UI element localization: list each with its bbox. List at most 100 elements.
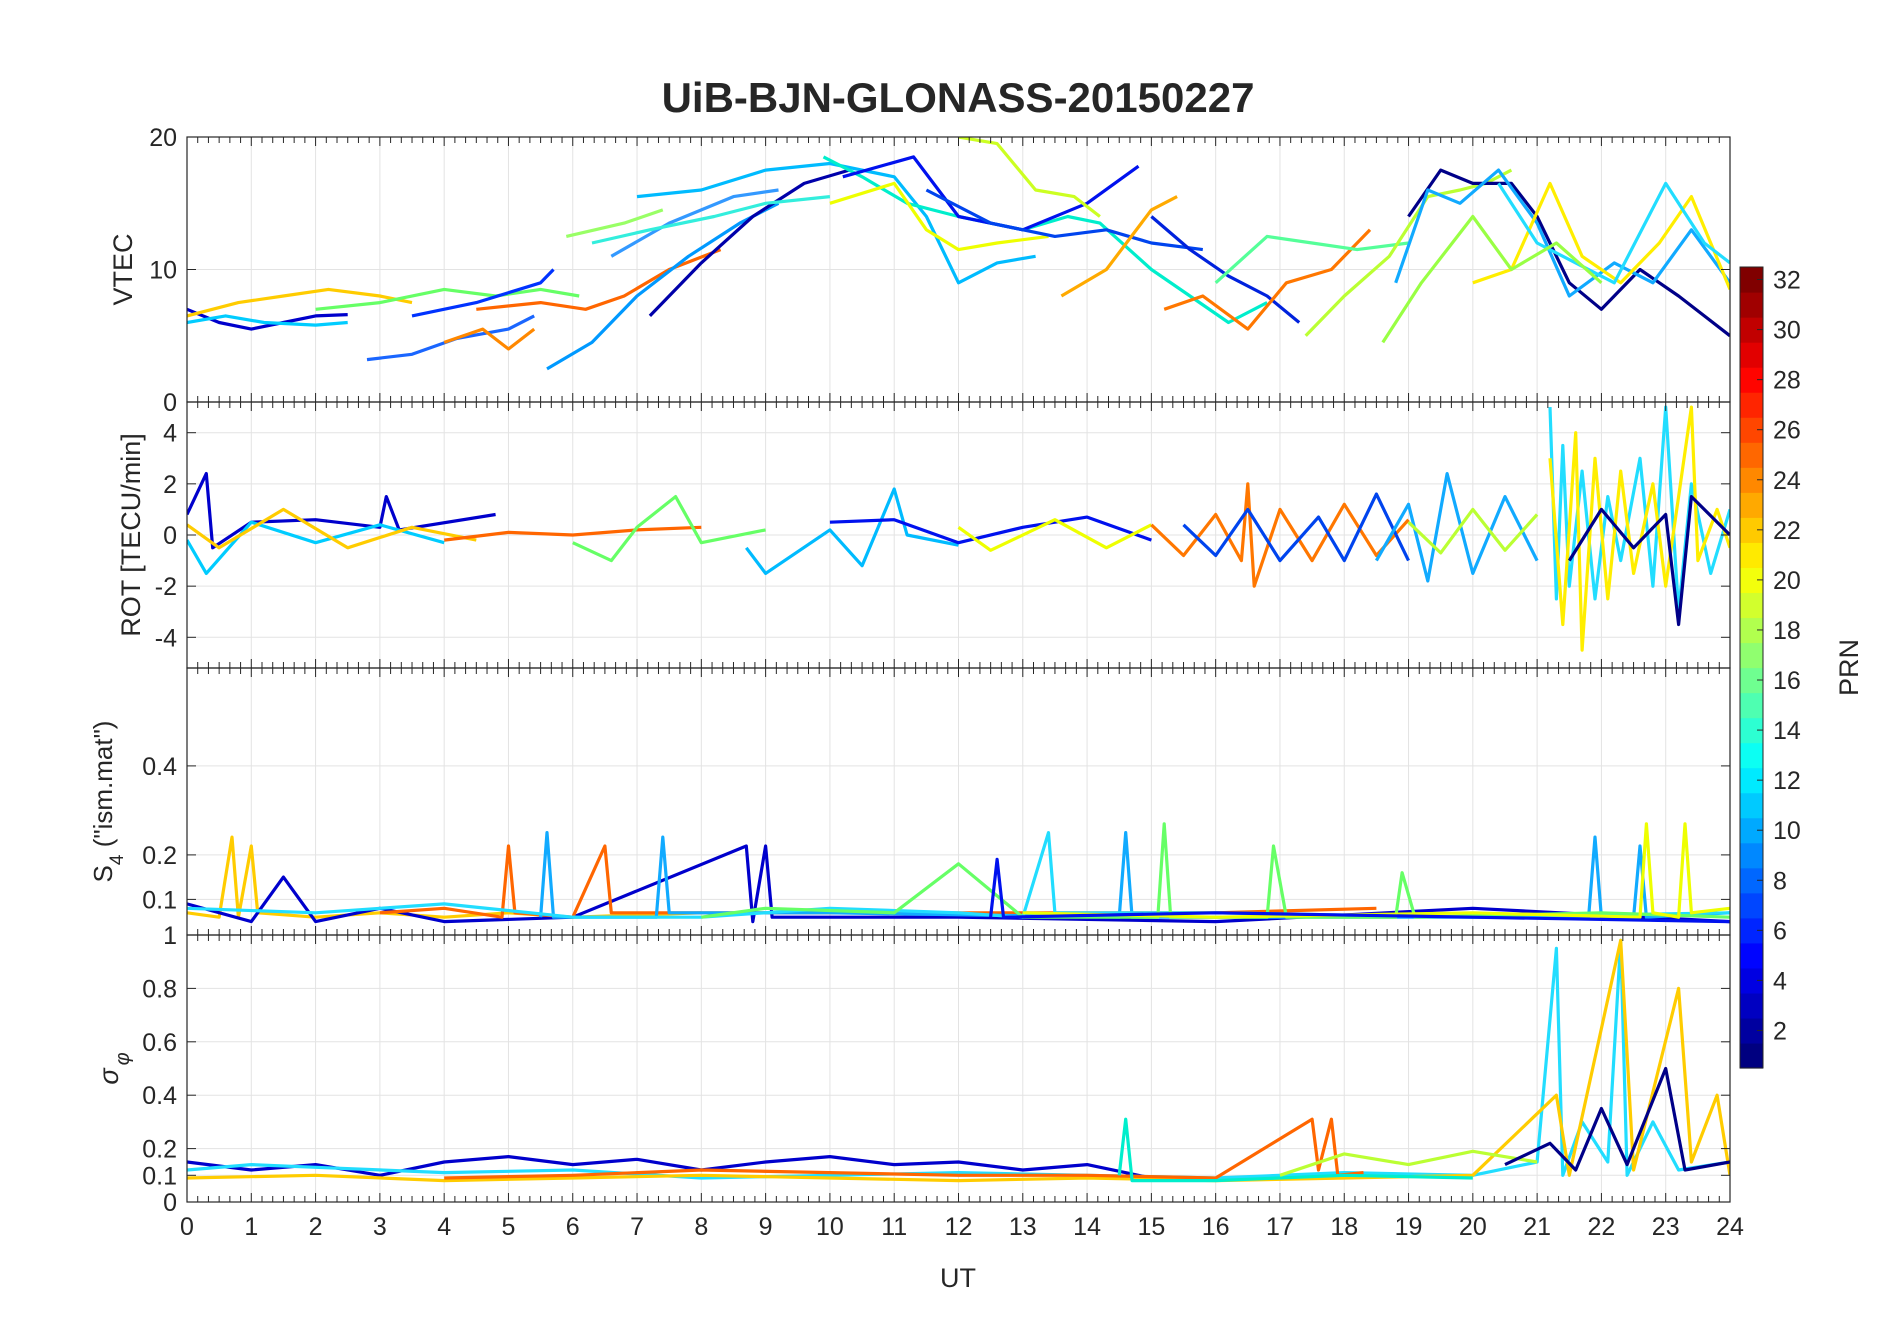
colorbar-segment — [1740, 842, 1763, 869]
x-tick-label: 20 — [1459, 1213, 1487, 1241]
colorbar-tick-label: 10 — [1773, 817, 1801, 845]
colorbar-tick-label: 24 — [1773, 467, 1801, 495]
x-tick-label: 23 — [1652, 1213, 1680, 1241]
x-tick-label: 24 — [1716, 1213, 1744, 1241]
colorbar-segment — [1740, 417, 1763, 443]
x-tick-label: 15 — [1137, 1213, 1165, 1241]
y-tick-label: 1 — [163, 922, 177, 950]
y-axis-label-part: σ — [94, 1067, 124, 1085]
y-tick-label: 0.1 — [142, 1162, 177, 1190]
x-ticks-vtec — [186, 137, 1731, 402]
colorbar-segment — [1740, 467, 1763, 493]
x-tick-label: 12 — [945, 1213, 973, 1241]
colorbar-tick-label: 26 — [1773, 417, 1801, 445]
series-line-prn-18 — [1407, 507, 1539, 555]
series-line-prn-12 — [187, 938, 1730, 1180]
colorbar-segment — [1740, 517, 1763, 543]
y-tick-label: -4 — [155, 624, 177, 652]
series-line-prn-24 — [444, 1117, 1364, 1180]
series-line-prn-4 — [829, 515, 1152, 545]
colorbar-segment — [1740, 317, 1763, 343]
series-line-prn-14 — [1117, 1117, 1473, 1183]
series-line-prn-7 — [1182, 492, 1410, 563]
series-line-prn-1 — [1567, 495, 1730, 627]
x-ticks-rot — [186, 402, 1731, 668]
panel-vtec: 0 10 20 VTEC — [108, 124, 1731, 417]
y-tick-label: 0.8 — [142, 975, 177, 1003]
x-tick-label: 10 — [816, 1213, 844, 1241]
series-line-prn-24 — [444, 525, 702, 542]
x-tick-label: 11 — [881, 1213, 907, 1241]
colorbar-segment — [1740, 542, 1763, 568]
colorbar-segment — [1740, 1042, 1763, 1069]
chart-title: UiB-BJN-GLONASS-20150227 — [662, 74, 1255, 121]
colorbar-segment — [1740, 942, 1763, 969]
colorbar-segment — [1740, 292, 1763, 318]
x-tick-label: 13 — [1009, 1213, 1037, 1241]
y-tick-label: 10 — [149, 257, 177, 285]
series-line-prn-12 — [187, 314, 348, 327]
y-axis-label-part: φ — [112, 1052, 134, 1065]
x-tick-label: 18 — [1330, 1213, 1358, 1241]
colorbar-tick-label: 28 — [1773, 367, 1801, 395]
y-axis-label-part: 4 — [107, 854, 128, 865]
x-tick-label: 3 — [373, 1213, 387, 1241]
series-line-prn-2 — [648, 168, 850, 318]
colorbar-tick-label: 4 — [1773, 967, 1787, 995]
colorbar-segment — [1740, 767, 1763, 794]
series-line-prn-13 — [591, 195, 831, 245]
y-tick-label: 0 — [163, 1189, 177, 1217]
series-group-vtec — [187, 137, 1730, 371]
y-tick-label: 0.1 — [142, 886, 177, 914]
colorbar-segment — [1740, 717, 1763, 744]
colorbar-segment — [1740, 867, 1763, 894]
series-line-prn-6 — [1150, 215, 1301, 324]
x-tick-label: 16 — [1202, 1213, 1230, 1241]
x-tick-label: 17 — [1266, 1213, 1294, 1241]
series-group-rot — [187, 405, 1730, 652]
series-line-prn-16 — [315, 287, 580, 311]
y-tick-label: -2 — [155, 573, 177, 601]
grid-s4 — [186, 668, 1731, 935]
colorbar-tick-label: 22 — [1773, 517, 1801, 545]
x-tick-label: 22 — [1588, 1213, 1616, 1241]
series-line-prn-25 — [1163, 228, 1372, 331]
y-axis-label-sigma_phi: σφ — [94, 1052, 134, 1084]
colorbar-segment — [1740, 442, 1763, 468]
y-tick-label: 4 — [163, 420, 177, 448]
series-line-prn-10 — [539, 830, 1730, 919]
x-tick-label: 7 — [630, 1213, 644, 1241]
y-tick-label: 0.6 — [142, 1029, 177, 1057]
colorbar-segment — [1740, 642, 1763, 669]
x-tick-label: 4 — [437, 1213, 451, 1241]
x-tick-label: 9 — [759, 1213, 773, 1241]
series-line-prn-12 — [187, 520, 445, 576]
series-line-prn-20 — [829, 181, 1049, 252]
colorbar-tick-label: 2 — [1773, 1017, 1787, 1045]
colorbar-segment — [1740, 742, 1763, 769]
x-tick-label: 5 — [502, 1213, 516, 1241]
series-line-prn-8 — [610, 188, 779, 258]
series-line-prn-21 — [187, 507, 477, 550]
series-line-prn-7 — [925, 188, 1204, 252]
series-line-prn-25 — [1150, 482, 1410, 588]
series-group-s4 — [187, 822, 1730, 924]
series-line-prn-17 — [1381, 214, 1603, 344]
colorbar-tick-label: 32 — [1773, 267, 1801, 295]
series-line-prn-4 — [989, 857, 1730, 924]
series-line-prn-21 — [187, 287, 413, 318]
series-line-prn-10 — [546, 201, 780, 371]
colorbar-segment — [1740, 392, 1763, 418]
colorbar-frame — [1739, 266, 1764, 1069]
colorbar-segment — [1740, 792, 1763, 819]
panel-sigma_phi: 00.10.2 0.4 0.6 0.8 1 σφ — [94, 922, 1731, 1217]
series-line-prn-14 — [822, 155, 1268, 325]
y-axis-label-s4: S4 ("ism.mat") — [88, 721, 128, 883]
colorbar-tick-label: 30 — [1773, 317, 1801, 345]
series-line-prn-19 — [958, 137, 1101, 218]
colorbar-segment — [1740, 892, 1763, 919]
colorbar-segment — [1740, 617, 1763, 644]
x-ticks-s4 — [186, 668, 1731, 935]
x-axis-label: UT — [940, 1263, 976, 1293]
series-group-sigma_phi — [187, 938, 1730, 1183]
